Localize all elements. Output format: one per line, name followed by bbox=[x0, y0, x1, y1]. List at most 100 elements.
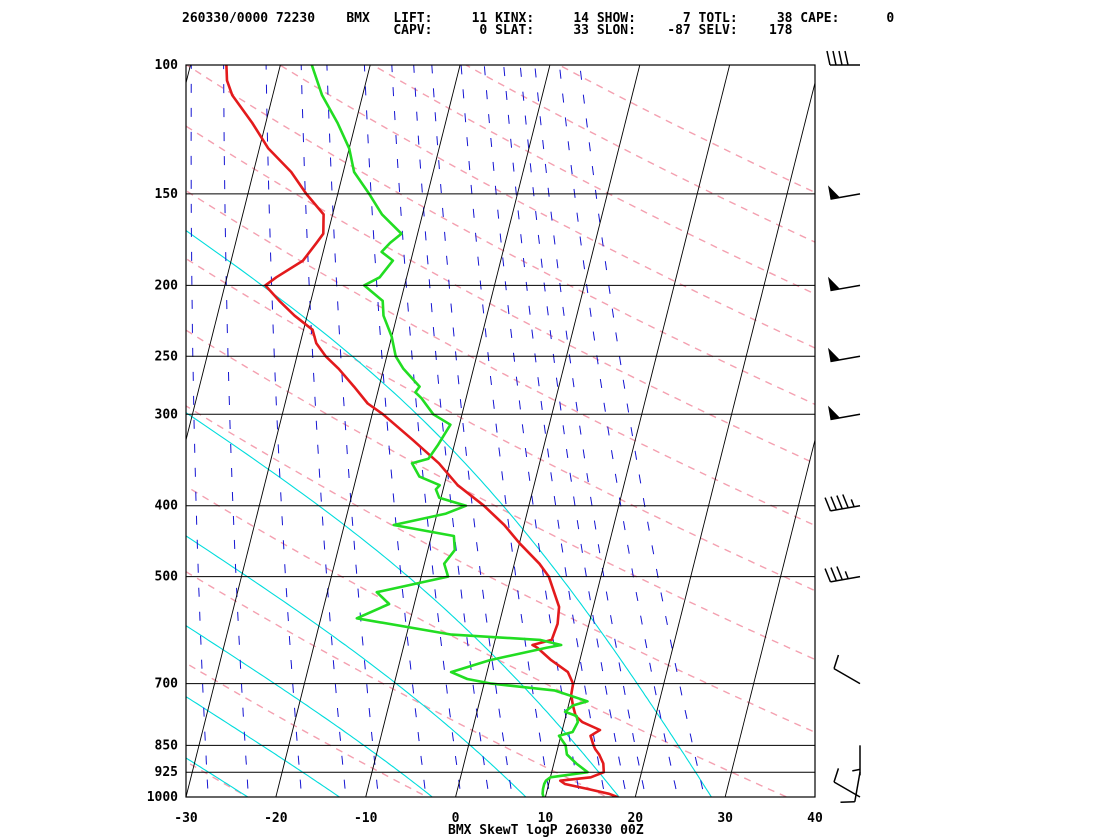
barb-staff bbox=[830, 355, 861, 363]
isotherm bbox=[455, 65, 641, 797]
header-line-1: 260330/0000 72230 BMX LIFT: 11 KINX: 14 … bbox=[182, 11, 894, 26]
moist-adiabat bbox=[0, 65, 182, 813]
barb-flag bbox=[828, 185, 840, 200]
pressure-label: 1000 bbox=[147, 790, 178, 805]
barb-full bbox=[833, 654, 840, 669]
wind-barb bbox=[824, 566, 861, 583]
pressure-label: 925 bbox=[155, 765, 178, 780]
barb-full bbox=[826, 50, 831, 66]
barb-half bbox=[850, 499, 855, 508]
temperature-label: -30 bbox=[174, 811, 198, 826]
mixing-ratio-line bbox=[80, 65, 89, 813]
barb-staff bbox=[833, 667, 861, 685]
wind-barb bbox=[852, 745, 861, 776]
chart-title: BMX SkewT logP 260330 00Z bbox=[448, 823, 644, 838]
pressure-label: 150 bbox=[155, 187, 179, 202]
barb-full bbox=[824, 497, 832, 512]
dry-adiabat bbox=[557, 65, 815, 194]
pressure-label: 200 bbox=[155, 278, 179, 293]
pressure-tick-labels: 1000 925 850 700 500 400 300 250 200 150 100 bbox=[147, 58, 178, 805]
isotherm bbox=[814, 795, 815, 797]
moist-adiabat bbox=[186, 535, 527, 797]
dry-adiabat bbox=[464, 65, 815, 243]
wind-barb bbox=[826, 50, 860, 66]
isotherm bbox=[186, 65, 371, 797]
moist-adiabat bbox=[186, 696, 341, 797]
barb-flag bbox=[828, 347, 840, 362]
wind-barb bbox=[833, 654, 861, 685]
isotherm bbox=[544, 65, 731, 797]
pressure-label: 500 bbox=[155, 570, 179, 585]
mixing-ratio-line bbox=[363, 65, 427, 797]
wind-barb bbox=[828, 276, 861, 292]
isotherm bbox=[0, 49, 15, 813]
dry-adiabat bbox=[186, 257, 815, 592]
wind-barb bbox=[828, 185, 861, 200]
dry-adiabat bbox=[186, 65, 815, 406]
wind-barb bbox=[828, 405, 861, 421]
isotherm bbox=[634, 81, 815, 797]
barb-full bbox=[824, 568, 832, 583]
temperature-line bbox=[225, 65, 619, 797]
dry-adiabat bbox=[186, 662, 429, 797]
barb-full bbox=[840, 801, 855, 804]
isotherm bbox=[365, 65, 551, 797]
mixing-ratio-line bbox=[265, 65, 303, 797]
mixing-ratio-line bbox=[136, 65, 144, 813]
mixing-ratio-line bbox=[190, 65, 209, 797]
dry-adiabat bbox=[186, 485, 789, 797]
dry-adiabat bbox=[186, 329, 815, 661]
isotherm bbox=[186, 65, 191, 85]
background-grid bbox=[0, 49, 815, 813]
temperature-label: 20 bbox=[627, 811, 643, 826]
barb-full bbox=[844, 50, 849, 66]
barb-full bbox=[838, 50, 843, 66]
profile-series bbox=[225, 65, 619, 797]
barb-staff bbox=[830, 575, 861, 583]
temperature-label: 40 bbox=[807, 811, 823, 826]
barb-staff bbox=[854, 772, 861, 802]
dry-adiabat bbox=[186, 189, 815, 527]
mixing-ratio-line bbox=[519, 65, 628, 797]
dewpoint-line bbox=[310, 65, 589, 797]
barb-half bbox=[844, 571, 849, 579]
header-line-2: CAPV: 0 SLAT: 33 SLON: -87 SELV: 178 bbox=[182, 23, 793, 38]
pressure-label: 850 bbox=[155, 738, 179, 753]
barb-full bbox=[842, 494, 849, 509]
barb-flag bbox=[828, 276, 840, 291]
pressure-label: 250 bbox=[155, 349, 179, 364]
moist-adiabat bbox=[186, 757, 249, 797]
mixing-ratio-line bbox=[223, 65, 250, 797]
temperature-label: 30 bbox=[717, 811, 733, 826]
moist-adiabat bbox=[186, 411, 620, 797]
mixing-ratio-line bbox=[558, 65, 679, 797]
temperature-label: -20 bbox=[264, 811, 288, 826]
mixing-ratio-line bbox=[460, 65, 551, 797]
wind-barb bbox=[828, 347, 861, 363]
dry-adiabat bbox=[186, 125, 815, 465]
mixing-ratio-line bbox=[413, 65, 490, 797]
mixing-ratio-line bbox=[534, 65, 647, 797]
barb-staff bbox=[830, 504, 861, 512]
isotherm bbox=[275, 65, 461, 797]
barb-full bbox=[833, 768, 840, 783]
dry-adiabat bbox=[186, 405, 815, 734]
isotherm bbox=[186, 65, 281, 442]
temperature-label: 0 bbox=[452, 811, 460, 826]
temperature-tick-labels: -30 -20 -10 0 10 20 30 40 bbox=[174, 811, 823, 826]
temperature-label: 10 bbox=[538, 811, 554, 826]
barb-full bbox=[830, 567, 838, 582]
pressure-label: 700 bbox=[155, 677, 179, 692]
isotherm bbox=[0, 49, 105, 813]
barb-flag bbox=[828, 405, 840, 420]
dry-adiabat bbox=[371, 65, 815, 295]
mixing-ratio-line bbox=[503, 65, 606, 797]
wind-barbs bbox=[824, 50, 861, 804]
wind-barb bbox=[840, 772, 861, 804]
mixing-ratio-line bbox=[391, 65, 462, 797]
mixing-ratio-line bbox=[326, 65, 380, 797]
mixing-ratio-line bbox=[483, 65, 581, 797]
moist-adiabat bbox=[186, 229, 713, 797]
mixing-ratio-line bbox=[431, 65, 513, 797]
